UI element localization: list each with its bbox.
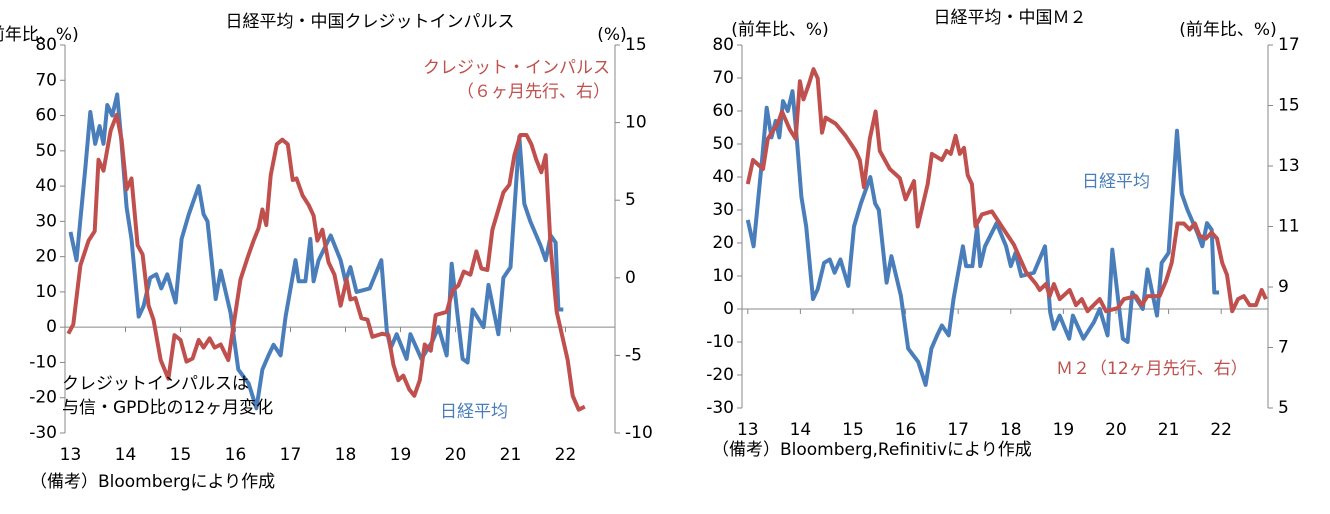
source-note: （備考）Bloombergにより作成 [30,472,275,492]
y-tick-label: 10 [712,266,734,286]
x-tick-label: 13 [60,445,82,465]
x-tick-label: 15 [170,445,192,465]
x-tick-label: 21 [1158,420,1180,440]
x-tick-label: 16 [225,445,247,465]
x-tick-label: 16 [895,420,917,440]
source-note: （備考）Bloomberg,Refinitivにより作成 [712,440,1032,460]
x-tick-label: 20 [1105,420,1127,440]
y-tick-label: 30 [35,211,57,231]
y-tick-label: 70 [712,68,734,88]
y2-tick-label: 17 [1278,35,1300,55]
x-tick-label: 17 [280,445,302,465]
x-tick-label: 14 [115,445,137,465]
y-tick-label: -10 [706,332,734,352]
y2-tick-label: -10 [625,423,653,443]
y-tick-label: 20 [712,233,734,253]
y-tick-label: 80 [35,35,57,55]
annotation: クレジットインパルスは 与信・GPD比の12ヶ月変化 [62,374,274,418]
y-tick-label: -10 [29,352,57,372]
y-tick-label: 60 [712,101,734,121]
y2-tick-label: 5 [625,190,636,210]
y2-tick-label: 13 [1278,156,1300,176]
x-tick-label: 22 [1210,420,1232,440]
x-tick-label: 21 [500,445,522,465]
x-tick-label: 13 [737,420,759,440]
y2-tick-label: 9 [1278,277,1289,297]
y-axis-unit: (前年比、%) [731,20,828,40]
y-tick-label: -30 [29,423,57,443]
y2-axis-unit: (前年比、%) [1179,20,1276,40]
y-tick-label: 10 [35,282,57,302]
y2-tick-label: 5 [1278,398,1289,418]
y-tick-label: 50 [712,134,734,154]
x-tick-label: 20 [445,445,467,465]
y-tick-label: 40 [35,176,57,196]
y-tick-label: 60 [35,106,57,126]
y-tick-label: 80 [712,35,734,55]
y2-tick-label: 7 [1278,338,1289,358]
y-tick-label: 70 [35,70,57,90]
y-tick-label: -30 [706,398,734,418]
series-label: Ｍ２（12ヶ月先行、右） [1056,359,1248,379]
series-line [68,92,564,411]
y-axis-unit: (前年比、%) [0,25,79,45]
y-tick-label: -20 [706,365,734,385]
x-tick-label: 15 [842,420,864,440]
y2-tick-label: 0 [625,268,636,288]
x-tick-label: 14 [790,420,812,440]
x-tick-label: 18 [335,445,357,465]
y2-tick-label: 11 [1278,217,1300,237]
y-tick-label: 20 [35,247,57,267]
series-line [66,112,586,412]
series-line [745,67,1268,314]
y-tick-label: 40 [712,167,734,187]
y-tick-label: -20 [29,388,57,408]
y2-tick-label: 15 [1278,96,1300,116]
series-line [745,89,1220,387]
y-tick-label: 50 [35,141,57,161]
y-tick-label: 0 [723,299,734,319]
series-label: クレジット・インパルス （６ヶ月先行、右） [423,58,610,102]
y-tick-label: 0 [46,317,57,337]
y2-tick-label: 10 [625,113,647,133]
chart-title: 日経平均・中国クレジットインパルス [226,12,515,32]
chart-title: 日経平均・中国Ｍ２ [934,8,1087,28]
series-label: 日経平均 [440,402,508,422]
x-tick-label: 18 [1000,420,1022,440]
x-tick-label: 17 [947,420,969,440]
y2-axis-unit: (%) [597,25,626,45]
series-label: 日経平均 [1082,172,1150,192]
x-tick-label: 19 [1053,420,1075,440]
y2-tick-label: 15 [625,35,647,55]
y2-tick-label: -5 [625,345,642,365]
x-tick-label: 22 [555,445,577,465]
y-tick-label: 30 [712,200,734,220]
x-tick-label: 19 [390,445,412,465]
